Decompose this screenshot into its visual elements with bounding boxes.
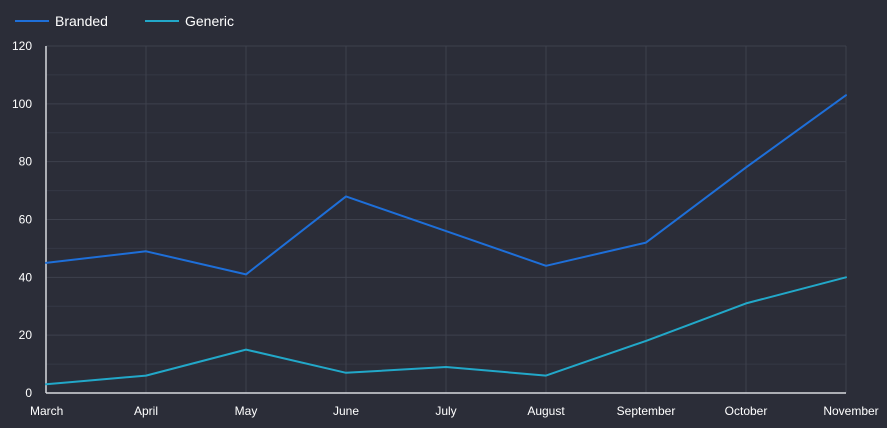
- y-tick-label: 120: [12, 39, 32, 53]
- x-tick-label: August: [527, 404, 565, 418]
- y-tick-label: 20: [19, 328, 33, 342]
- y-tick-label: 0: [25, 386, 32, 400]
- y-tick-label: 80: [19, 155, 33, 169]
- x-tick-label: May: [235, 404, 258, 418]
- y-tick-label: 40: [19, 270, 33, 284]
- legend[interactable]: Branded Generic: [15, 13, 234, 29]
- series-line-branded: [45, 94, 847, 276]
- legend-label: Branded: [55, 13, 108, 29]
- series-line-generic: [45, 276, 847, 386]
- grid: [46, 45, 847, 393]
- series-lines: [45, 94, 847, 386]
- x-tick-label: March: [30, 404, 63, 418]
- axes: 0 20 40 60 80 100 120 March April May June July Augu…: [12, 39, 879, 418]
- y-tick-label: 100: [12, 97, 32, 111]
- x-tick-label: April: [134, 404, 158, 418]
- x-tick-label: October: [725, 404, 768, 418]
- legend-label: Generic: [185, 13, 234, 29]
- y-tick-label: 60: [19, 213, 33, 227]
- x-tick-label: November: [823, 404, 878, 418]
- x-tick-label: June: [333, 404, 359, 418]
- x-tick-label: July: [435, 404, 456, 418]
- legend-item-generic[interactable]: Generic: [145, 13, 234, 29]
- legend-item-branded[interactable]: Branded: [15, 13, 108, 29]
- x-tick-label: September: [617, 404, 676, 418]
